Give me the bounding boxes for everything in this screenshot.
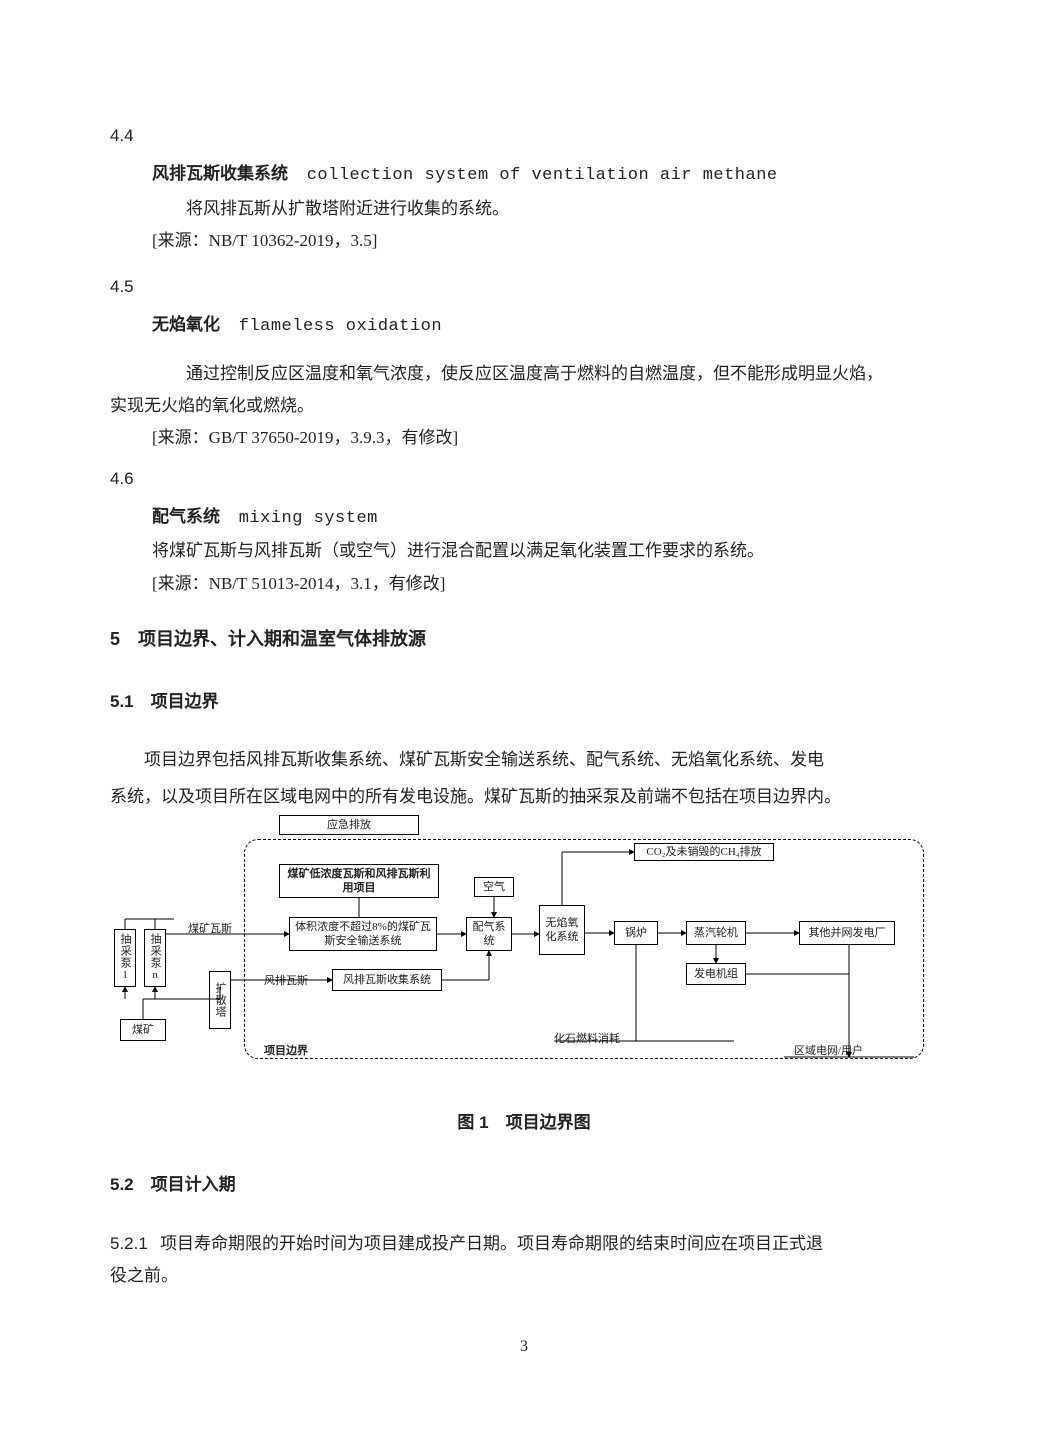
para-5-2-1-text-l1: 项目寿命期限的开始时间为项目建成投产日期。项目寿命期限的结束时间应在项目正式退 — [160, 1234, 823, 1253]
term-4-4-desc: 将风排瓦斯从扩散塔附近进行收集的系统。 — [152, 193, 938, 225]
figure-1: 应急排放 CO₂及未销毁的CH₄排放 煤矿低浓度瓦斯和风排瓦斯利用项目 空气 体… — [110, 819, 938, 1089]
term-4-4: 风排瓦斯收集系统 collection system of ventilatio… — [152, 158, 938, 192]
term-4-4-source: [来源：NB/T 10362-2019，3.5] — [152, 225, 938, 257]
box-air: 空气 — [474, 877, 514, 897]
para-5-1-l1: 项目边界包括风排瓦斯收集系统、煤矿瓦斯安全输送系统、配气系统、无焰氧化系统、发电 — [110, 744, 938, 776]
section-4-6-num: 4.6 — [110, 463, 938, 495]
box-collection: 风排瓦斯收集系统 — [332, 969, 442, 991]
box-pump1: 抽采泵1 — [114, 929, 136, 987]
page-number: 3 — [110, 1332, 938, 1362]
term-4-6-en: mixing system — [239, 509, 378, 528]
box-emergency: 应急排放 — [279, 815, 419, 835]
box-generator: 发电机组 — [686, 963, 746, 985]
term-4-4-cn: 风排瓦斯收集系统 — [152, 164, 288, 183]
heading-5-1: 5.1 项目边界 — [110, 686, 938, 718]
lbl-mine-gas: 煤矿瓦斯 — [188, 919, 232, 940]
lbl-vam: 风排瓦斯 — [264, 971, 308, 992]
heading-5: 5 项目边界、计入期和温室气体排放源 — [110, 622, 938, 656]
term-4-5-desc-l1: 通过控制反应区温度和氧气浓度，使反应区温度高于燃料的自燃温度，但不能形成明显火焰… — [152, 358, 938, 390]
box-mine: 煤矿 — [120, 1019, 166, 1041]
box-pumpn: 抽采泵n — [144, 929, 166, 987]
term-4-6: 配气系统 mixing system — [152, 501, 938, 535]
section-4-4-num: 4.4 — [110, 120, 938, 152]
term-4-6-cn: 配气系统 — [152, 507, 220, 526]
diagram-project-boundary: 应急排放 CO₂及未销毁的CH₄排放 煤矿低浓度瓦斯和风排瓦斯利用项目 空气 体… — [114, 819, 934, 1089]
box-project: 煤矿低浓度瓦斯和风排瓦斯利用项目 — [279, 864, 439, 898]
heading-5-2: 5.2 项目计入期 — [110, 1169, 938, 1201]
para-5-2-1-text-l2: 役之前。 — [110, 1260, 938, 1292]
term-4-6-source: [来源：NB/T 51013-2014，3.1，有修改] — [152, 568, 938, 600]
lbl-boundary: 项目边界 — [264, 1041, 308, 1062]
term-4-6-desc: 将煤矿瓦斯与风排瓦斯（或空气）进行混合配置以满足氧化装置工作要求的系统。 — [152, 535, 938, 567]
box-diffusion: 扩散塔 — [209, 971, 231, 1029]
term-4-5-source: [来源：GB/T 37650-2019，3.9.3，有修改] — [152, 422, 938, 454]
box-boiler: 锅炉 — [614, 921, 658, 945]
term-4-4-en: collection system of ventilation air met… — [307, 166, 778, 185]
section-4-5-num: 4.5 — [110, 271, 938, 303]
box-mixing: 配气系统 — [466, 917, 512, 951]
box-other-plant: 其他并网发电厂 — [799, 921, 895, 945]
box-transport: 体积浓度不超过8%的煤矿瓦斯安全输送系统 — [289, 917, 437, 951]
term-4-5-desc-l2: 实现无火焰的氧化或燃烧。 — [110, 390, 938, 422]
para-5-1-l2: 系统，以及项目所在区域电网中的所有发电设施。煤矿瓦斯的抽采泵及前端不包括在项目边… — [110, 781, 938, 813]
num-5-2-1: 5.2.1 — [110, 1234, 148, 1253]
term-4-5: 无焰氧化 flameless oxidation — [152, 309, 938, 343]
box-turbine: 蒸汽轮机 — [686, 921, 746, 945]
term-4-5-cn: 无焰氧化 — [152, 315, 220, 334]
para-5-2-1: 5.2.1 项目寿命期限的开始时间为项目建成投产日期。项目寿命期限的结束时间应在… — [110, 1228, 938, 1260]
box-co2-ch4: CO₂及未销毁的CH₄排放 — [634, 843, 774, 861]
term-4-5-en: flameless oxidation — [239, 317, 442, 336]
lbl-grid: 区域电网/用户 — [794, 1041, 863, 1062]
box-oxidation: 无焰氧化系统 — [539, 905, 585, 955]
lbl-fossil: 化石燃料消耗 — [554, 1029, 620, 1050]
figure-1-caption: 图 1 项目边界图 — [110, 1107, 938, 1139]
